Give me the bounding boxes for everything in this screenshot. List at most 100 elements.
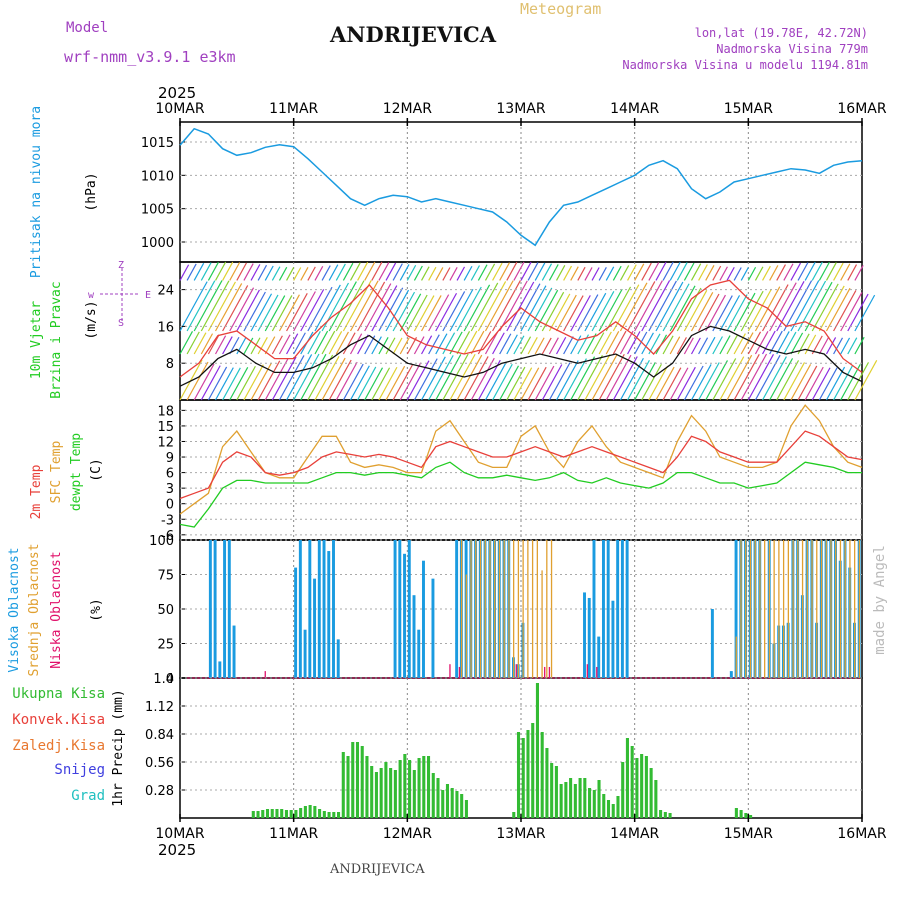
wind-arrow [811, 261, 823, 281]
wind-arrow [598, 266, 607, 281]
compass-e: E [145, 290, 151, 301]
wind-arrow [342, 280, 372, 332]
precip-bar [516, 732, 521, 818]
wind-arrow [179, 359, 203, 401]
wind-arrow [378, 287, 404, 332]
wind-arrow [236, 262, 247, 281]
wind-arrow [349, 262, 361, 281]
wind-arrow [506, 366, 526, 401]
temp-y-tick-label: 12 [157, 435, 174, 450]
wind-arrow [484, 361, 507, 401]
wind-arrow [563, 295, 584, 332]
wind-arrow [179, 264, 190, 281]
wind-arrow [740, 332, 754, 355]
wind-arrow [392, 291, 416, 332]
wind-arrow [300, 267, 309, 281]
wind-arrow [442, 353, 469, 401]
wind-arrow [740, 290, 764, 332]
wind-arrow [214, 261, 227, 281]
wind-arrow [698, 293, 720, 332]
precip-bar [327, 812, 331, 818]
wind-arrow [534, 337, 545, 355]
x-tick-label-top: 16MAR [837, 101, 886, 117]
wind-arrow [584, 354, 611, 401]
wind-arrow [570, 356, 596, 401]
wind-arrow [690, 364, 712, 401]
precip-bar [389, 768, 393, 818]
wind-arrow [520, 285, 547, 332]
precip-bar [588, 788, 592, 818]
wind-arrow [264, 358, 289, 401]
cloud-axis-label-mid: Srednja Oblacnost [27, 543, 42, 676]
wind-arrow [477, 281, 507, 332]
wind-unit-label: (m/s) [84, 300, 99, 339]
precip-bar [644, 756, 648, 818]
wind-arrow [428, 334, 440, 355]
wind-arrow [307, 354, 334, 401]
wind-arrow [186, 263, 197, 281]
wind-arrow [662, 261, 674, 281]
cloud-high-bar [407, 540, 411, 678]
wind-arrow [186, 331, 200, 355]
wind-arrow [229, 366, 249, 401]
wind-arrow [726, 354, 753, 401]
cloud-high-bar [620, 540, 624, 678]
temp-y-tick-label: 6 [166, 467, 174, 482]
wind-arrow [470, 282, 499, 332]
wind-arrow [200, 280, 230, 332]
temp-axis-label-dewpt: dewpt Temp [69, 433, 84, 511]
cloud-high-bar [601, 540, 605, 678]
wind-arrow [229, 336, 240, 355]
wind-arrow [250, 293, 273, 332]
wind-arrow [463, 330, 478, 355]
wind-arrow [662, 367, 682, 401]
wind-arrow [335, 361, 358, 401]
wind-arrow [435, 333, 448, 355]
wind-arrow [854, 265, 864, 281]
wind-arrow [584, 333, 597, 355]
wind-arrow [541, 263, 553, 281]
temp-y-tick-label: -3 [161, 513, 174, 528]
wind-arrow [698, 362, 720, 401]
wind-arrow [690, 263, 702, 281]
wind-arrow [200, 365, 221, 401]
wind-arrow [193, 332, 207, 355]
cloud-high-bar [303, 629, 307, 678]
cloud-high-bar [422, 560, 425, 678]
precip-bar [734, 808, 738, 818]
wind-arrow [222, 285, 249, 332]
cloud-high-bar [308, 540, 312, 678]
precip-bar [412, 770, 416, 818]
cloud-high-bar [218, 661, 222, 678]
precip-bar [611, 804, 615, 818]
wind-arrow [229, 287, 255, 332]
precip-bar [583, 778, 587, 818]
wind-arrow [364, 367, 384, 401]
wind-arrow [733, 292, 756, 332]
precip-bar [422, 756, 426, 818]
cloud-high-bar [336, 639, 340, 678]
wind-arrow [570, 266, 579, 281]
wind-arrow [328, 359, 352, 401]
wind-arrow [754, 266, 764, 281]
model-name: wrf-nmm_v3.9.1 e3km [64, 48, 236, 66]
wind-arrow [783, 263, 794, 281]
compass-z: Z [118, 260, 124, 271]
wind-arrow [492, 363, 513, 401]
wind-arrow [413, 295, 435, 332]
precip-bar [341, 752, 345, 818]
compass-w: w [88, 290, 95, 301]
precip-bar [739, 810, 743, 818]
precip-bar [526, 730, 530, 818]
wind-arrow [825, 366, 846, 401]
wind-arrow [719, 335, 731, 355]
wind-arrow [321, 330, 336, 355]
pressure-axis-label: Pritisak na nivou mora [29, 106, 44, 278]
wind-gust-line [179, 279, 863, 378]
precip-bar [625, 738, 629, 818]
precip-bar [351, 742, 355, 818]
wind-arrow [676, 337, 687, 355]
wind-arrow [463, 284, 491, 332]
precip-bar [654, 780, 658, 818]
temp-y-tick-label: 3 [166, 482, 174, 497]
